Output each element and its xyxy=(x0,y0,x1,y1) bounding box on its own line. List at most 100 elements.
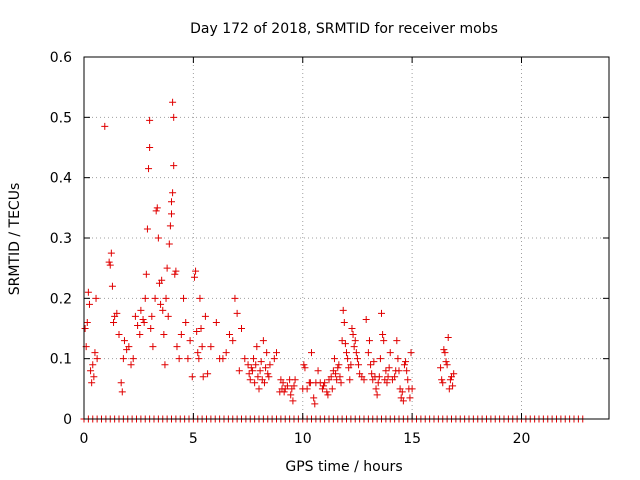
data-point xyxy=(332,370,340,378)
data-point xyxy=(93,355,101,363)
data-point xyxy=(139,315,147,323)
data-point xyxy=(335,361,343,369)
data-point xyxy=(407,349,415,357)
data-point xyxy=(194,349,202,357)
data-point xyxy=(229,337,237,345)
data-point xyxy=(252,361,260,369)
data-point xyxy=(445,385,453,393)
data-point xyxy=(441,349,449,357)
data-point xyxy=(290,382,298,390)
data-point xyxy=(253,343,261,351)
y-tick-label: 0.4 xyxy=(50,171,72,187)
data-point xyxy=(164,312,172,320)
data-point xyxy=(318,385,326,393)
x-tick-label: 15 xyxy=(403,431,421,447)
data-point xyxy=(384,373,392,381)
data-point xyxy=(137,306,145,314)
data-point xyxy=(147,325,155,332)
data-point xyxy=(255,385,263,393)
data-point xyxy=(160,331,168,339)
data-point xyxy=(348,325,356,332)
data-point xyxy=(238,325,245,332)
y-tick-label: 0.2 xyxy=(50,291,72,307)
data-point xyxy=(245,370,253,378)
data-point xyxy=(367,361,375,369)
data-point xyxy=(303,385,311,393)
data-point xyxy=(219,355,227,363)
data-point xyxy=(310,394,318,402)
data-point xyxy=(337,379,345,387)
data-point xyxy=(301,364,309,372)
data-point xyxy=(339,306,347,314)
data-point xyxy=(347,361,355,369)
data-point xyxy=(338,337,346,345)
data-point xyxy=(87,367,95,375)
data-point xyxy=(408,385,416,393)
y-tick-label: 0.6 xyxy=(50,50,72,66)
data-point xyxy=(394,355,402,363)
data-point xyxy=(283,382,291,390)
axis-ticks: 0 5 10 15 20 0 0.1 0.2 0.3 0.4 0.5 0.6 xyxy=(50,50,609,447)
data-point xyxy=(375,373,383,381)
data-point xyxy=(378,309,385,317)
data-point xyxy=(365,337,373,345)
data-point xyxy=(406,394,414,402)
data-point xyxy=(362,315,370,323)
data-point xyxy=(336,373,344,381)
y-tick-label: 0.1 xyxy=(50,352,72,368)
data-point xyxy=(89,361,97,369)
data-point xyxy=(308,349,315,357)
y-axis-label: SRMTID / TECUs xyxy=(7,183,23,296)
data-point xyxy=(193,328,201,336)
data-point xyxy=(166,222,174,230)
x-tick-label: 5 xyxy=(189,431,198,447)
data-point xyxy=(168,198,175,206)
data-point xyxy=(374,379,382,387)
data-point xyxy=(280,388,288,396)
data-point xyxy=(175,355,183,363)
data-point xyxy=(300,361,308,369)
data-point xyxy=(440,346,448,354)
data-point xyxy=(168,210,175,218)
data-point xyxy=(259,337,267,345)
data-point xyxy=(127,361,135,369)
data-point xyxy=(145,165,153,173)
data-point xyxy=(108,282,116,290)
data-point xyxy=(201,312,209,320)
data-point xyxy=(385,364,393,372)
data-point xyxy=(402,358,410,366)
x-axis-label: GPS time / hours xyxy=(285,459,402,475)
data-point xyxy=(134,321,142,329)
data-point xyxy=(370,358,378,366)
data-point xyxy=(83,318,91,326)
data-point xyxy=(291,376,299,384)
data-point xyxy=(101,122,109,130)
data-point xyxy=(344,355,352,363)
data-point xyxy=(279,379,287,387)
data-point xyxy=(171,270,179,278)
data-point xyxy=(143,225,151,233)
data-point xyxy=(159,306,167,314)
data-point xyxy=(254,373,262,381)
data-point xyxy=(265,373,273,381)
data-point xyxy=(184,355,192,363)
data-point xyxy=(180,294,188,302)
data-point xyxy=(153,204,161,212)
data-point xyxy=(207,343,215,351)
data-point xyxy=(270,355,278,363)
data-point xyxy=(372,385,380,393)
data-point xyxy=(142,270,150,278)
data-point xyxy=(328,385,336,393)
data-points xyxy=(80,98,587,423)
data-point xyxy=(188,373,196,381)
data-point xyxy=(442,358,450,366)
data-point xyxy=(334,364,342,372)
data-point xyxy=(399,397,407,405)
data-point xyxy=(330,355,338,363)
data-point xyxy=(129,355,137,363)
data-point xyxy=(349,331,357,339)
data-point xyxy=(257,358,265,366)
data-point xyxy=(251,379,259,387)
data-point xyxy=(198,343,206,351)
data-point xyxy=(173,343,181,351)
